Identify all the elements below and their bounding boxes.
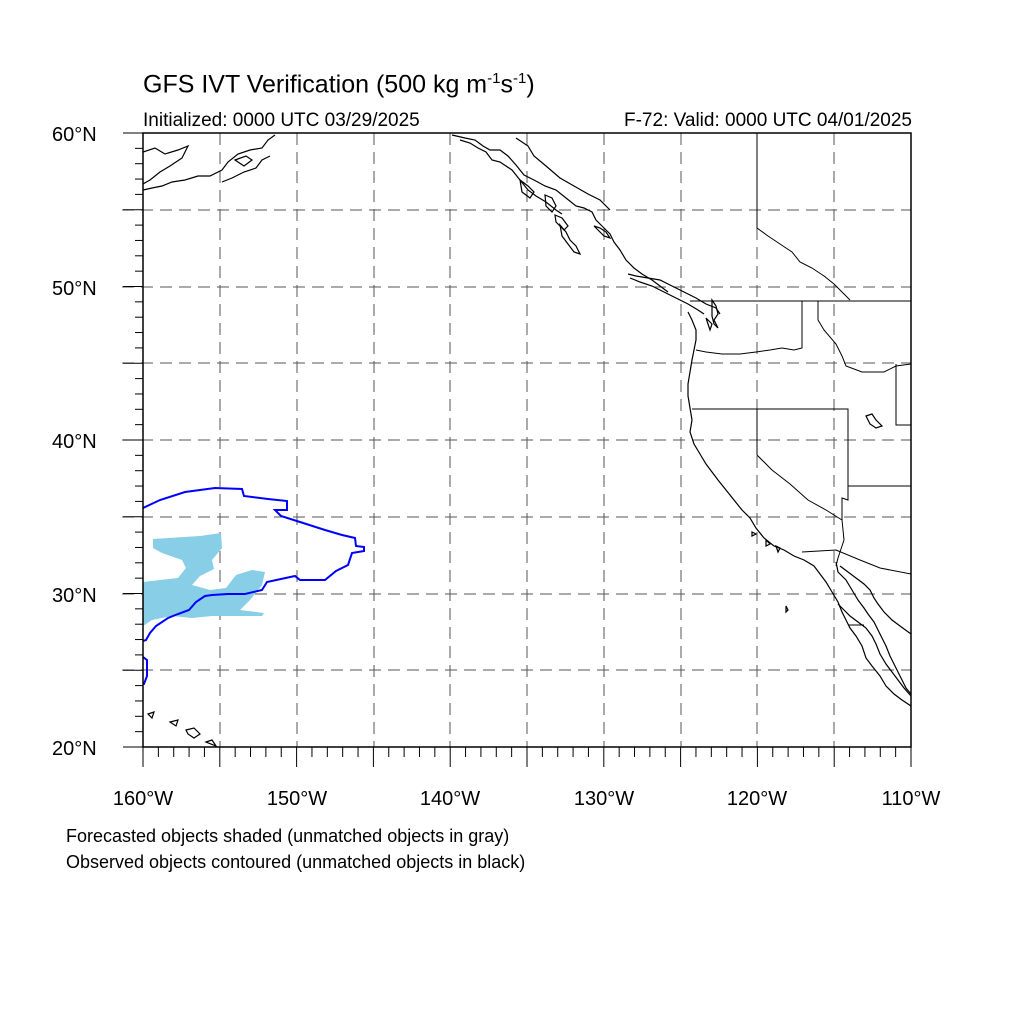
longitude-labels: 160°W 150°W 140°W 130°W 120°W 110°W [113, 788, 941, 810]
lon-label-160w: 160°W [113, 788, 173, 810]
lon-label-120w: 120°W [727, 788, 787, 810]
initialized-time: Initialized: 0000 UTC 03/29/2025 [143, 110, 420, 131]
footnote-forecast: Forecasted objects shaded (unmatched obj… [66, 826, 510, 846]
lat-label-30: 30°N [52, 585, 97, 607]
lon-label-150w: 150°W [267, 788, 327, 810]
map-title: GFS IVT Verification (500 kg m-1s-1) [143, 70, 535, 99]
lat-label-20: 20°N [52, 738, 97, 760]
axis-ticks [123, 132, 912, 767]
lat-label-40: 40°N [52, 431, 97, 453]
forecast-object [143, 533, 265, 626]
map-frame [142, 132, 912, 748]
latitude-labels: 60°N 50°N 40°N 30°N 20°N [52, 124, 97, 760]
political-boundaries [690, 133, 911, 626]
coastlines [143, 134, 911, 747]
lat-label-60: 60°N [52, 124, 97, 146]
valid-time: F-72: Valid: 0000 UTC 04/01/2025 [624, 110, 912, 131]
lon-label-130w: 130°W [574, 788, 634, 810]
graticule [122, 133, 911, 747]
lon-label-110w: 110°W [882, 788, 941, 810]
footnote-observed: Observed objects contoured (unmatched ob… [66, 852, 526, 872]
lat-label-50: 50°N [52, 278, 97, 300]
lon-label-140w: 140°W [420, 788, 480, 810]
